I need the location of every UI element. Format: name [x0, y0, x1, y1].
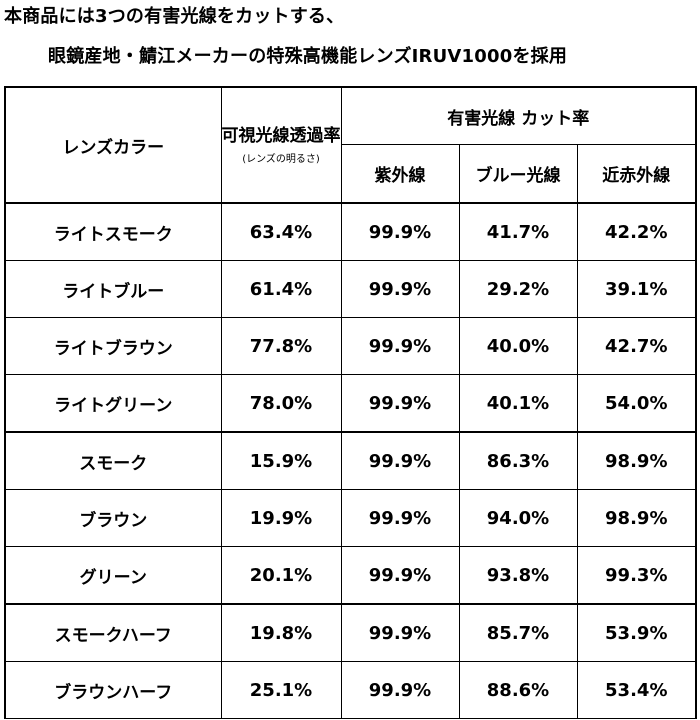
cell-uv-cut: 99.9% — [340, 431, 460, 490]
header-uv: 紫外線 — [340, 144, 460, 204]
cell-ir-cut: 99.3% — [576, 546, 698, 605]
header-visible-light-sub: (レンズの明るさ) — [242, 153, 320, 165]
header-blue-light: ブルー光線 — [458, 144, 578, 204]
header-visible-light-title: 可視光線透過率 — [221, 125, 341, 146]
cell-visible-light: 77.8% — [220, 317, 342, 375]
cell-lens-color: ライトグリーン — [4, 374, 222, 433]
cell-uv-cut: 99.9% — [340, 546, 460, 605]
header-lens-color: レンズカラー — [4, 86, 222, 204]
header-visible-light: 可視光線透過率 (レンズの明るさ) — [220, 86, 342, 204]
cell-lens-color: スモーク — [4, 431, 222, 490]
table-row: ブラウンハーフ 25.1% 99.9% 88.6% 53.4% — [4, 661, 698, 719]
cell-uv-cut: 99.9% — [340, 202, 460, 261]
table-row: ライトスモーク 63.4% 99.9% 41.7% 42.2% — [4, 202, 698, 261]
lens-spec-table: レンズカラー 可視光線透過率 (レンズの明るさ) 有害光線 カット率 紫外線 ブ… — [4, 86, 698, 719]
header-cut-rate-group: 有害光線 カット率 — [340, 86, 698, 145]
table-row: ライトグリーン 78.0% 99.9% 40.1% 54.0% — [4, 374, 698, 433]
cell-blue-cut: 85.7% — [458, 603, 578, 662]
cell-lens-color: ブラウンハーフ — [4, 661, 222, 719]
cell-blue-cut: 94.0% — [458, 489, 578, 547]
table-row: スモーク 15.9% 99.9% 86.3% 98.9% — [4, 431, 698, 490]
cell-visible-light: 61.4% — [220, 260, 342, 318]
cell-uv-cut: 99.9% — [340, 489, 460, 547]
cell-lens-color: スモークハーフ — [4, 603, 222, 662]
cell-uv-cut: 99.9% — [340, 661, 460, 719]
cell-ir-cut: 98.9% — [576, 489, 698, 547]
table-row: ライトブルー 61.4% 99.9% 29.2% 39.1% — [4, 260, 698, 318]
cell-blue-cut: 40.0% — [458, 317, 578, 375]
cell-blue-cut: 86.3% — [458, 431, 578, 490]
cell-ir-cut: 42.2% — [576, 202, 698, 261]
cell-blue-cut: 29.2% — [458, 260, 578, 318]
table-row: ブラウン 19.9% 99.9% 94.0% 98.9% — [4, 489, 698, 547]
cell-visible-light: 15.9% — [220, 431, 342, 490]
cell-ir-cut: 42.7% — [576, 317, 698, 375]
cell-ir-cut: 39.1% — [576, 260, 698, 318]
cell-lens-color: ライトブラウン — [4, 317, 222, 375]
cell-blue-cut: 88.6% — [458, 661, 578, 719]
cell-lens-color: ライトブルー — [4, 260, 222, 318]
cell-visible-light: 63.4% — [220, 202, 342, 261]
cell-visible-light: 20.1% — [220, 546, 342, 605]
cell-uv-cut: 99.9% — [340, 374, 460, 433]
heading-line-1: 本商品には3つの有害光線をカットする、 — [4, 6, 345, 27]
cell-visible-light: 19.8% — [220, 603, 342, 662]
table-row: グリーン 20.1% 99.9% 93.8% 99.3% — [4, 546, 698, 605]
cell-lens-color: ライトスモーク — [4, 202, 222, 261]
cell-uv-cut: 99.9% — [340, 603, 460, 662]
cell-lens-color: グリーン — [4, 546, 222, 605]
cell-ir-cut: 53.9% — [576, 603, 698, 662]
cell-lens-color: ブラウン — [4, 489, 222, 547]
cell-visible-light: 25.1% — [220, 661, 342, 719]
cell-visible-light: 19.9% — [220, 489, 342, 547]
cell-ir-cut: 54.0% — [576, 374, 698, 433]
cell-blue-cut: 41.7% — [458, 202, 578, 261]
heading-line-2: 眼鏡産地・鯖江メーカーの特殊高機能レンズIRUV1000を採用 — [48, 46, 568, 67]
cell-ir-cut: 98.9% — [576, 431, 698, 490]
cell-uv-cut: 99.9% — [340, 260, 460, 318]
header-near-infrared: 近赤外線 — [576, 144, 698, 204]
cell-uv-cut: 99.9% — [340, 317, 460, 375]
cell-blue-cut: 93.8% — [458, 546, 578, 605]
cell-visible-light: 78.0% — [220, 374, 342, 433]
cell-ir-cut: 53.4% — [576, 661, 698, 719]
table-row: ライトブラウン 77.8% 99.9% 40.0% 42.7% — [4, 317, 698, 375]
table-row: スモークハーフ 19.8% 99.9% 85.7% 53.9% — [4, 603, 698, 662]
cell-blue-cut: 40.1% — [458, 374, 578, 433]
